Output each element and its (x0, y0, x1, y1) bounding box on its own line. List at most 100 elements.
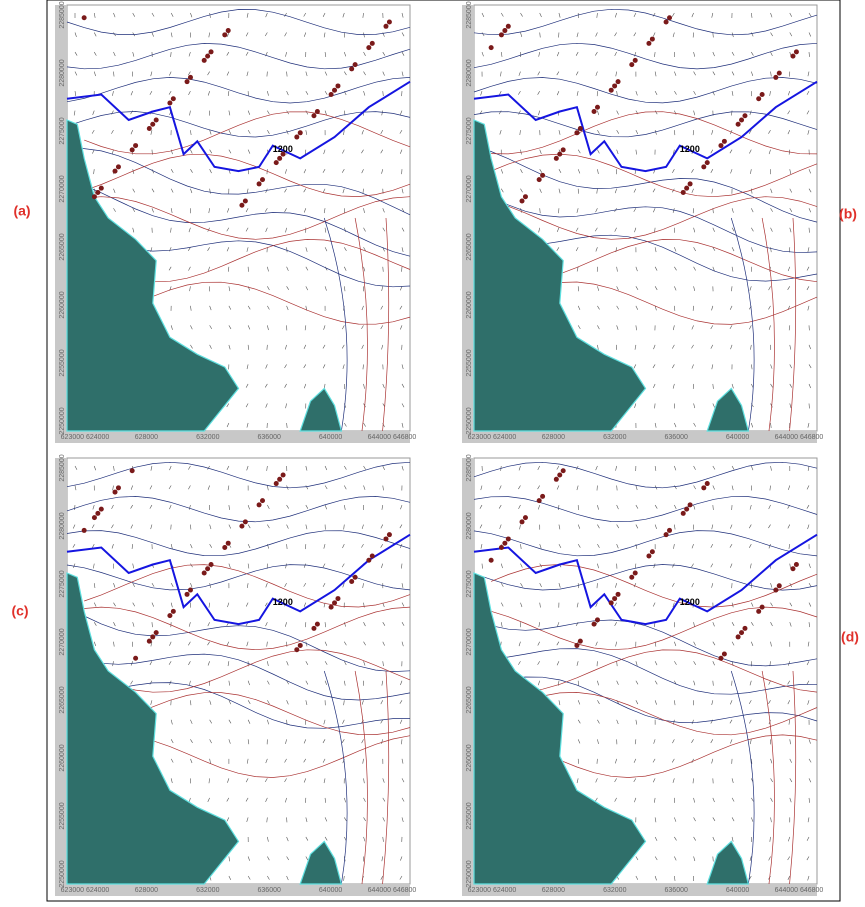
y-tick-label: 2255000 (466, 802, 473, 829)
y-tick-label: 2285000 (466, 454, 473, 481)
well (616, 79, 621, 84)
well (540, 494, 545, 499)
well (667, 15, 672, 20)
well (113, 169, 118, 174)
x-tick-label: 640000 (319, 434, 342, 441)
y-tick-label: 2265000 (466, 233, 473, 260)
well (298, 643, 303, 648)
well (742, 113, 747, 118)
well (718, 143, 723, 148)
well (722, 651, 727, 656)
contour-label: 1200 (680, 144, 700, 154)
y-tick-label: 2250000 (59, 860, 66, 887)
well (335, 596, 340, 601)
x-tick-label: 644000 646800 (368, 887, 417, 894)
y-tick-label: 2270000 (466, 628, 473, 655)
well (554, 156, 559, 161)
well (329, 605, 334, 610)
well (561, 147, 566, 152)
well (154, 118, 159, 123)
well (688, 502, 693, 507)
y-tick-label: 2280000 (466, 512, 473, 539)
well (667, 528, 672, 533)
well (777, 583, 782, 588)
well (705, 160, 710, 165)
contour-label: 1200 (680, 597, 700, 607)
well (506, 536, 511, 541)
x-tick-label: 628000 (135, 434, 158, 441)
map-panel: 1200228500022800002275000227000022650002… (462, 454, 823, 896)
well (557, 473, 562, 478)
well (650, 37, 655, 42)
well (760, 605, 765, 610)
well (277, 477, 282, 482)
well (260, 177, 265, 182)
well (202, 58, 207, 63)
well (315, 109, 320, 114)
well (537, 498, 542, 503)
well (592, 622, 597, 627)
well (688, 181, 693, 186)
well (790, 54, 795, 59)
well (370, 41, 375, 46)
x-tick-label: 640000 (319, 887, 342, 894)
well (154, 630, 159, 635)
well (205, 54, 210, 59)
well (277, 156, 282, 161)
well (226, 541, 231, 546)
well (794, 562, 799, 567)
well (701, 164, 706, 169)
y-tick-label: 2280000 (59, 512, 66, 539)
well (188, 75, 193, 80)
well (489, 558, 494, 563)
well (664, 532, 669, 537)
well (99, 507, 104, 512)
y-tick-label: 2250000 (59, 407, 66, 434)
well (736, 634, 741, 639)
well (147, 639, 152, 644)
well (633, 571, 638, 576)
well (274, 160, 279, 165)
contour-label: 1200 (273, 597, 293, 607)
well (116, 164, 121, 169)
well (574, 643, 579, 648)
well (387, 532, 392, 537)
well (794, 49, 799, 54)
well (387, 20, 392, 25)
well (82, 15, 87, 20)
well (171, 96, 176, 101)
x-tick-label: 632000 (603, 887, 626, 894)
map-panel: 1200228500022800002275000227000022650002… (55, 454, 416, 896)
well (311, 113, 316, 118)
well (370, 553, 375, 558)
y-tick-label: 2275000 (466, 117, 473, 144)
well (257, 181, 262, 186)
well (92, 194, 97, 199)
well (684, 507, 689, 512)
well (257, 502, 262, 507)
x-tick-label: 623000 624000 (468, 887, 517, 894)
y-tick-label: 2275000 (59, 117, 66, 144)
well (520, 198, 525, 203)
well (222, 32, 227, 37)
panel-label: (a) (13, 203, 30, 219)
map-panel: 1200228500022800002275000227000022650002… (462, 1, 823, 443)
well (95, 190, 100, 195)
well (742, 626, 747, 631)
well (612, 83, 617, 88)
well (756, 609, 761, 614)
well (222, 545, 227, 550)
well (681, 190, 686, 195)
well (561, 468, 566, 473)
x-tick-label: 632000 (603, 434, 626, 441)
well (209, 49, 214, 54)
y-tick-label: 2285000 (59, 454, 66, 481)
well (718, 656, 723, 661)
y-tick-label: 2270000 (59, 628, 66, 655)
y-tick-label: 2250000 (466, 860, 473, 887)
well (239, 203, 244, 208)
well (167, 100, 172, 105)
well (205, 566, 210, 571)
x-tick-label: 623000 624000 (468, 434, 517, 441)
well (171, 609, 176, 614)
